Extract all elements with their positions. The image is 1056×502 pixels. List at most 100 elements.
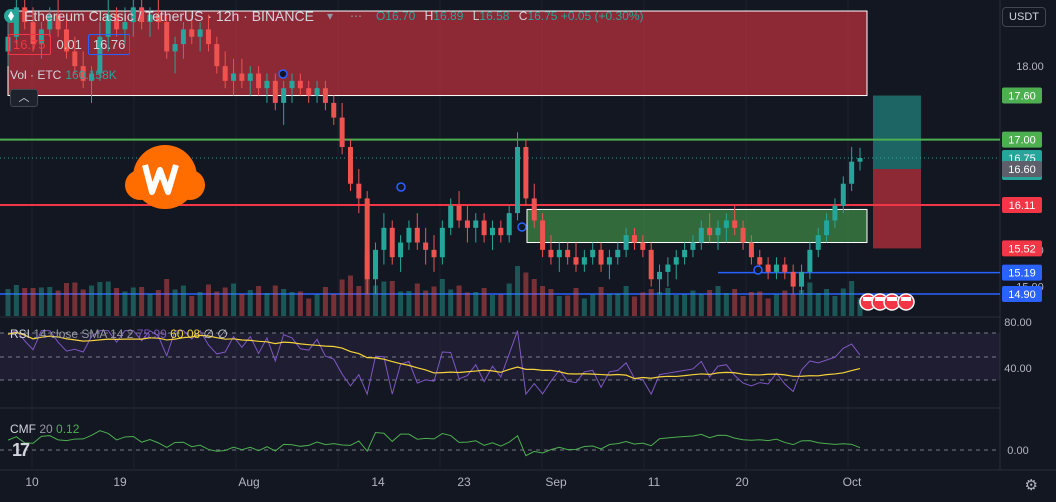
candle-body bbox=[715, 227, 721, 236]
candle-body bbox=[807, 249, 813, 272]
candle-body bbox=[139, 7, 145, 23]
volume-bar bbox=[30, 288, 36, 316]
candle-body bbox=[665, 264, 671, 272]
candle-body bbox=[339, 117, 345, 147]
candle-body bbox=[373, 249, 379, 280]
volume-bar bbox=[47, 287, 53, 316]
volume-bar bbox=[857, 298, 863, 316]
volume-bar bbox=[297, 291, 303, 316]
time-tick: Sep bbox=[545, 475, 567, 489]
candle-body bbox=[331, 102, 337, 118]
volume-bar bbox=[565, 295, 571, 316]
volume-bar bbox=[648, 289, 654, 316]
buy-price-button[interactable]: 16.76 bbox=[87, 34, 131, 55]
us-flag-event-icon[interactable] bbox=[897, 293, 915, 311]
candle-body bbox=[89, 73, 95, 81]
candle-body bbox=[707, 227, 713, 236]
volume-bar bbox=[849, 281, 855, 316]
volume-bar bbox=[448, 289, 454, 316]
candle-body bbox=[205, 29, 211, 45]
candle-body bbox=[581, 257, 587, 265]
candle-body bbox=[364, 198, 370, 280]
rsi-sma-line bbox=[7, 331, 861, 380]
volume-bar bbox=[105, 281, 111, 316]
volume-bar bbox=[740, 296, 746, 316]
volume-bar bbox=[773, 294, 779, 316]
volume-bar bbox=[139, 287, 145, 316]
volume-bar bbox=[130, 287, 136, 316]
candle-body bbox=[464, 220, 470, 228]
chart-header: Ethereum Classic / TetherUS · 12h · BINA… bbox=[4, 7, 644, 25]
candle-body bbox=[723, 220, 729, 228]
candle-body bbox=[556, 249, 562, 258]
candle-body bbox=[130, 7, 136, 23]
candle-body bbox=[765, 264, 771, 272]
volume-bar bbox=[573, 288, 579, 316]
candle-body bbox=[523, 146, 529, 199]
gear-icon[interactable]: ⚙ bbox=[1024, 477, 1038, 494]
candle-body bbox=[389, 227, 395, 258]
volume-bar bbox=[231, 283, 237, 316]
candle-body bbox=[239, 73, 245, 81]
volume-bar bbox=[314, 294, 320, 316]
volume-bar bbox=[439, 279, 445, 316]
candle-body bbox=[815, 235, 821, 250]
candle-body bbox=[256, 73, 262, 89]
candle-body bbox=[356, 183, 362, 199]
candle-body bbox=[857, 158, 863, 162]
volume-bar bbox=[256, 286, 262, 316]
volume-bar bbox=[89, 285, 95, 316]
drawing-anchor-point bbox=[517, 222, 527, 232]
hide-icon[interactable]: ▾ bbox=[326, 9, 333, 23]
drawing-anchor-point bbox=[753, 265, 763, 275]
tradingview-logo[interactable]: 17 bbox=[12, 440, 30, 460]
volume-bar bbox=[80, 289, 86, 316]
volume-bar bbox=[456, 285, 462, 316]
candle-body bbox=[515, 146, 521, 214]
candle-body bbox=[506, 213, 512, 236]
ohlc-readout: O16.70 H16.89 L16.58 C16.75 +0.05 (+0.30… bbox=[375, 9, 644, 23]
candle-body bbox=[698, 227, 704, 243]
chevron-up-icon[interactable]: ︿ bbox=[10, 89, 38, 107]
candle-body bbox=[590, 249, 596, 258]
candle-body bbox=[322, 88, 328, 103]
volume-bar bbox=[356, 286, 362, 316]
volume-legend: Vol · ETC 160.158K bbox=[10, 68, 117, 82]
volume-bar bbox=[306, 298, 312, 316]
candle-body bbox=[406, 227, 412, 243]
volume-bar bbox=[214, 291, 220, 316]
volume-bar bbox=[481, 288, 487, 316]
candle-body bbox=[773, 264, 779, 272]
spread-value: 0.01 bbox=[56, 37, 82, 52]
candle-body bbox=[673, 257, 679, 265]
volume-bar bbox=[623, 286, 629, 316]
candle-body bbox=[531, 198, 537, 221]
candle-body bbox=[264, 80, 270, 89]
volume-bar bbox=[757, 291, 763, 316]
sell-price-button[interactable]: 16.75 bbox=[8, 34, 51, 55]
volume-bar bbox=[347, 275, 353, 316]
time-tick: 11 bbox=[648, 475, 661, 489]
volume-bar bbox=[473, 292, 479, 316]
volume-bar bbox=[264, 293, 270, 316]
symbol-title[interactable]: Ethereum Classic / TetherUS · 12h · BINA… bbox=[24, 8, 314, 24]
volume-bar bbox=[606, 294, 612, 316]
time-tick: Aug bbox=[238, 475, 259, 489]
currency-button[interactable]: USDT bbox=[1002, 7, 1046, 27]
price-label-bg bbox=[1002, 240, 1042, 257]
position-target-zone bbox=[873, 95, 921, 170]
volume-bar bbox=[498, 294, 504, 316]
time-tick: 23 bbox=[457, 475, 471, 489]
rsi-line bbox=[7, 329, 861, 396]
price-label-bg bbox=[1002, 87, 1042, 104]
us-flag-event-icon[interactable] bbox=[871, 293, 889, 311]
drawing-anchor-point bbox=[278, 69, 288, 79]
volume-bar bbox=[22, 288, 28, 316]
candle-body bbox=[489, 227, 495, 236]
price-label-bg bbox=[1002, 161, 1042, 178]
volume-bar bbox=[531, 279, 537, 316]
more-icon[interactable]: ⋯ bbox=[349, 9, 362, 23]
candle-body bbox=[381, 227, 387, 250]
time-tick: Oct bbox=[843, 475, 862, 489]
